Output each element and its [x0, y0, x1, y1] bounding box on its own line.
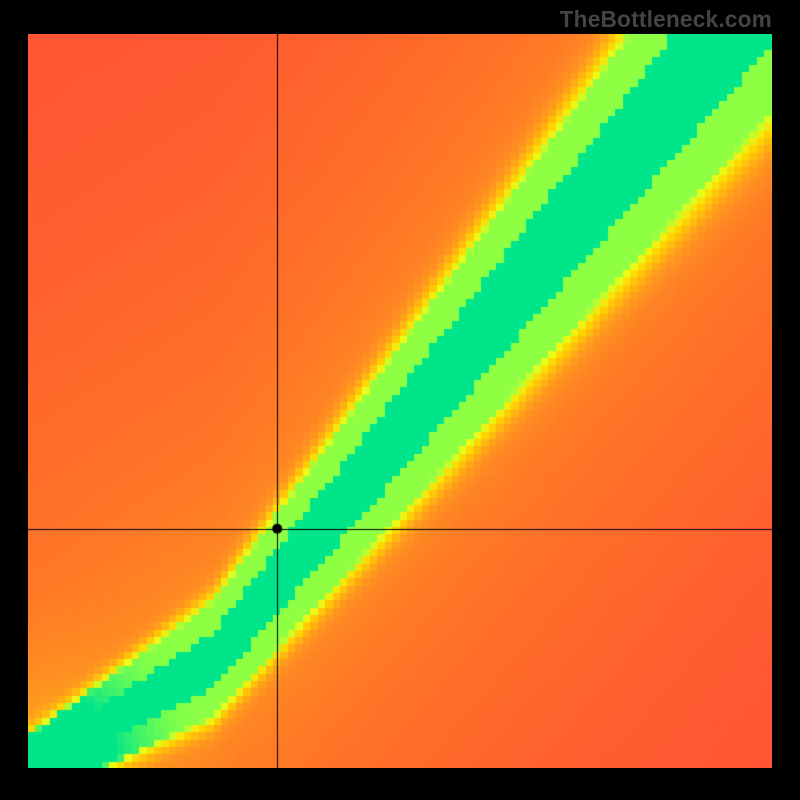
watermark-text: TheBottleneck.com [560, 6, 772, 33]
bottleneck-heatmap [28, 34, 772, 768]
